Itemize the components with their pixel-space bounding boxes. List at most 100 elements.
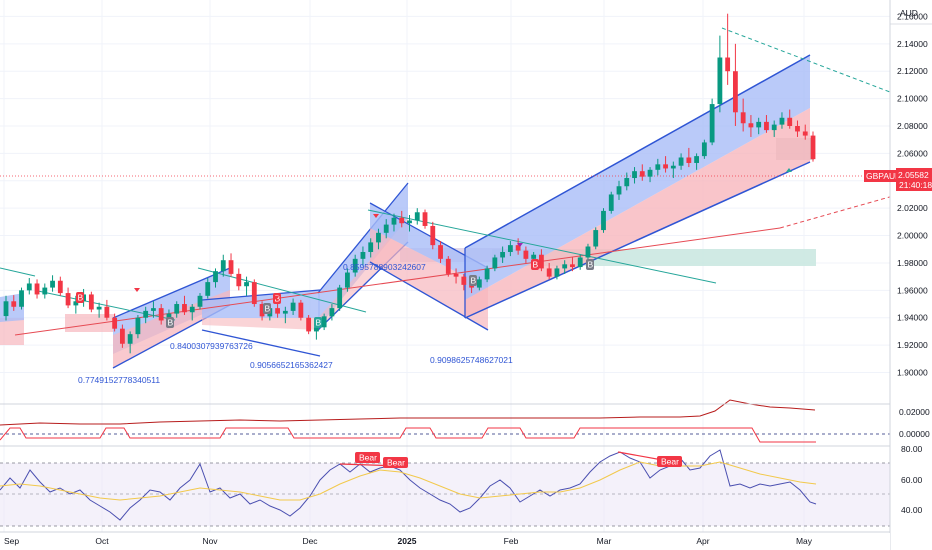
candle-body [787,117,793,126]
small-triangle-marker [786,168,792,172]
candle-body [492,257,498,269]
pattern-labels: 0.7749152778340511 0.8400307939763726 0.… [78,262,513,385]
candle-body [476,279,482,288]
candle-body [236,273,242,287]
candle-body [205,282,211,296]
candle-body [251,282,257,305]
indicator-1-upper-line [0,399,816,426]
candle-body [500,251,506,258]
candle-body [554,268,560,277]
svg-text:2.05582: 2.05582 [898,170,929,180]
candle-body [802,131,808,136]
price-tick-label: 2.06000 [897,148,928,158]
candle-body [732,71,738,113]
price-tick-label: 2.02000 [897,203,928,213]
svg-text:0.02000: 0.02000 [899,407,930,417]
candle-body [546,268,552,277]
candle-body [531,254,537,259]
candle-body [174,304,180,314]
price-tick-label: 2.00000 [897,231,928,241]
price-tick-label: 1.92000 [897,340,928,350]
indicator-1-step-line [0,427,816,443]
bear-label: Bear [657,456,682,467]
bear-label: Bear [383,457,408,468]
candle-body [383,224,389,233]
price-tick-label: 2.16000 [897,11,928,21]
candle-body [88,294,94,310]
candle-body [585,246,591,258]
candle-body [725,57,731,72]
candle-body [756,121,762,128]
time-tick-label: Nov [202,536,218,546]
candle-body [779,117,785,125]
candle-body [748,123,754,128]
candle-body [570,264,575,268]
svg-text:0.00000: 0.00000 [899,429,930,439]
price-tick-label: 1.90000 [897,368,928,378]
candle-body [220,260,226,272]
svg-text:B: B [471,276,477,286]
candle-body [158,308,164,321]
candle-body [135,317,141,335]
channel-5-top-line [464,54,811,249]
small-box-2 [65,314,115,332]
currency-label: AUD [900,8,918,18]
channel-1-top-line [112,267,231,319]
candle-body [694,156,700,163]
bear-label: Bear [355,452,380,463]
candle-body [57,280,63,294]
candle-body [34,283,40,295]
time-tick-label: Feb [504,536,519,546]
candle-body [632,171,637,179]
candle-body [507,245,513,252]
candle-body [197,295,203,307]
candle-body [740,112,746,124]
signal-marker: B [531,259,539,270]
candle-body [26,283,32,291]
candle-body [368,242,374,252]
candle-body [275,308,280,314]
candle-body [469,284,474,288]
candle-body [104,306,110,318]
candle-body [321,316,327,328]
candle-body [11,301,17,307]
svg-text:B: B [78,293,84,303]
candle-body [639,171,645,177]
signal-marker: B [166,317,174,328]
trend-line-green-1 [0,267,36,277]
time-tick-label: 2025 [398,536,417,546]
price-tick-label: 2.12000 [897,66,928,76]
pattern-label-4: 0.8595788903242607 [343,262,426,272]
time-tick-label: Sep [4,536,19,546]
candle-body [119,328,125,344]
candle-body [42,287,48,295]
signal-marker: B [76,292,84,303]
svg-text:B: B [316,318,322,328]
channel-3-top-line [317,182,409,294]
time-axis[interactable]: Sep Oct Nov Dec 2025 Feb Mar Apr May [0,533,890,550]
candle-body [562,264,568,269]
small-triangle-marker [134,288,140,292]
candle-body [414,212,420,221]
channel-2-bottom-line [201,329,321,357]
candle-body [189,306,195,313]
price-axis[interactable]: AUD 2.16000 2.14000 2.12000 2.10000 2.08000 2… [889,0,932,550]
signal-marker: B [314,317,322,328]
rsi-line [0,449,817,521]
channel-5-bottom-line [464,161,811,319]
time-tick-label: May [796,536,813,546]
candle-body [151,308,156,311]
candle-body [670,165,676,169]
candle-body [523,250,529,259]
candle-body [337,287,343,309]
price-tick-label: 1.96000 [897,285,928,295]
signal-marker: B [469,275,477,286]
time-tick-label: Mar [597,536,612,546]
candle-body [647,169,653,177]
pattern-label-5: 0.9098625748627021 [430,355,513,365]
symbol-label: GBPAUD [864,170,901,182]
svg-text:80.00: 80.00 [901,444,923,454]
indicator-2-axis: 80.00 60.00 40.00 [901,444,923,515]
pattern-label-3: 0.9056652165362427 [250,360,333,370]
